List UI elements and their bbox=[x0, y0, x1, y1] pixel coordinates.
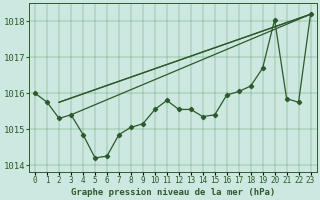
X-axis label: Graphe pression niveau de la mer (hPa): Graphe pression niveau de la mer (hPa) bbox=[71, 188, 275, 197]
